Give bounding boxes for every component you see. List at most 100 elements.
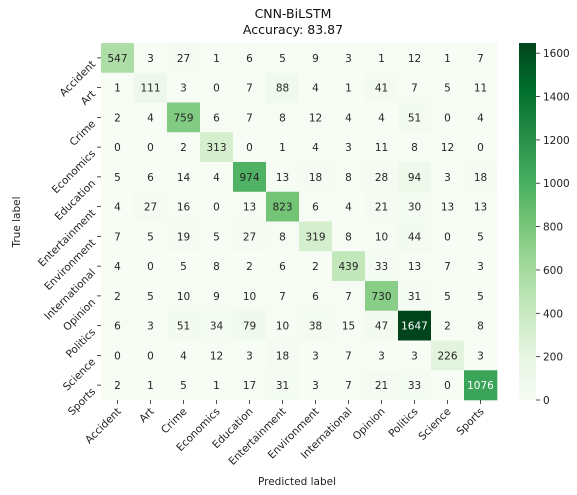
cell-value-label: 7 [345,291,352,303]
heatmap-cell [134,191,168,222]
heatmap-cell [101,102,135,133]
cell-value-label: 3 [147,53,154,65]
cell-value-label: 27 [243,231,256,243]
heatmap-cell [431,221,465,252]
heatmap-cell [299,102,333,133]
heatmap-cell [431,370,465,401]
heatmap-cell [332,221,366,252]
heatmap-cell [233,251,267,282]
heatmap-cell [332,162,366,193]
cell-value-label: 44 [408,231,422,243]
cell-value-label: 27 [177,53,190,65]
heatmap-cell [332,132,366,163]
heatmap-cell [266,191,300,222]
x-tick-label: Entertainment [227,406,289,468]
chart-title: CNN-BiLSTM [255,6,332,21]
cell-value-label: 4 [477,112,484,124]
cell-value-label: 30 [408,202,421,214]
cell-value-label: 4 [114,202,121,214]
heatmap-cell [299,43,333,74]
heatmap-cell [398,102,432,133]
cell-value-label: 5 [147,231,154,243]
x-axis-label: Predicted label [258,476,336,488]
heatmap-cell [101,370,135,401]
cell-value-label: 5 [279,53,286,65]
heatmap-cell [365,251,399,282]
cell-value-label: 0 [444,112,451,124]
heatmap-cell [233,102,267,133]
cell-value-label: 1 [213,53,220,65]
colorbar-tick-label: 1200 [543,135,570,147]
cell-value-label: 7 [114,231,121,243]
heatmap-cell [101,72,135,103]
cell-value-label: 6 [279,261,286,273]
heatmap-cell [464,251,498,282]
cell-value-label: 9 [312,53,319,65]
cell-value-label: 3 [312,350,319,362]
cell-value-label: 313 [206,142,226,154]
cell-value-label: 10 [177,291,190,303]
heatmap-cell [101,340,135,371]
cell-value-label: 21 [375,202,388,214]
cell-value-label: 5 [444,83,451,95]
cell-value-label: 1 [213,380,220,392]
heatmap-cell [299,221,333,252]
cell-value-label: 6 [312,291,319,303]
cell-value-label: 17 [243,380,256,392]
y-tick-label: Art [79,88,99,108]
heatmap-cell [266,251,300,282]
heatmap-cell [464,102,498,133]
heatmap-cell [233,72,267,103]
y-tick-label: Science [61,356,98,393]
heatmap-cell [431,251,465,282]
cell-value-label: 51 [177,321,190,333]
cell-value-label: 3 [246,350,253,362]
heatmap-cell [200,72,234,103]
cell-value-label: 1 [444,53,451,65]
cell-value-label: 1 [279,142,286,154]
heatmap-cell [464,43,498,74]
heatmap-cell [332,72,366,103]
heatmap-cell [365,162,399,193]
heatmap-cell [431,72,465,103]
chart-subtitle: Accuracy: 83.87 [243,22,343,37]
cell-value-label: 3 [444,172,451,184]
heatmap-cell [299,281,333,312]
heatmap-cell [431,281,465,312]
cell-value-label: 7 [279,291,286,303]
cell-value-label: 3 [477,261,484,273]
cell-value-label: 33 [375,261,388,273]
cell-value-label: 33 [408,380,421,392]
cell-value-label: 3 [147,321,154,333]
cell-value-label: 2 [114,112,121,124]
heatmap-cell [332,191,366,222]
heatmap-cell [233,310,267,341]
heatmap-cell [464,132,498,163]
heatmap-cell [365,221,399,252]
cell-value-label: 226 [437,350,457,362]
cell-value-label: 51 [408,112,421,124]
x-tick-label: Sports [454,406,486,438]
heatmap-cell [200,251,234,282]
cell-value-label: 8 [279,112,286,124]
cell-value-label: 16 [177,202,191,214]
heatmap-cell [299,162,333,193]
heatmap-cell [332,370,366,401]
cell-value-label: 15 [342,321,355,333]
cell-value-label: 7 [444,261,451,273]
heatmap-cell [464,162,498,193]
heatmap-cell [167,310,201,341]
x-tick-label: Opinion [350,406,387,443]
cell-value-label: 319 [305,231,325,243]
heatmap-cell [299,72,333,103]
cell-value-label: 6 [246,53,253,65]
heatmap-cell [332,102,366,133]
heatmap-cells: 547 3 27 1 6 5 9 3 1 12 1 71 111 3 0 7 88 4 1 41 7 5 112 4 759 6 7… [101,43,498,401]
cell-value-label: 6 [312,202,319,214]
heatmap-cell [200,370,234,401]
heatmap-cell [101,191,135,222]
cell-value-label: 3 [345,142,352,154]
heatmap-cell [464,281,498,312]
cell-value-label: 13 [441,202,454,214]
